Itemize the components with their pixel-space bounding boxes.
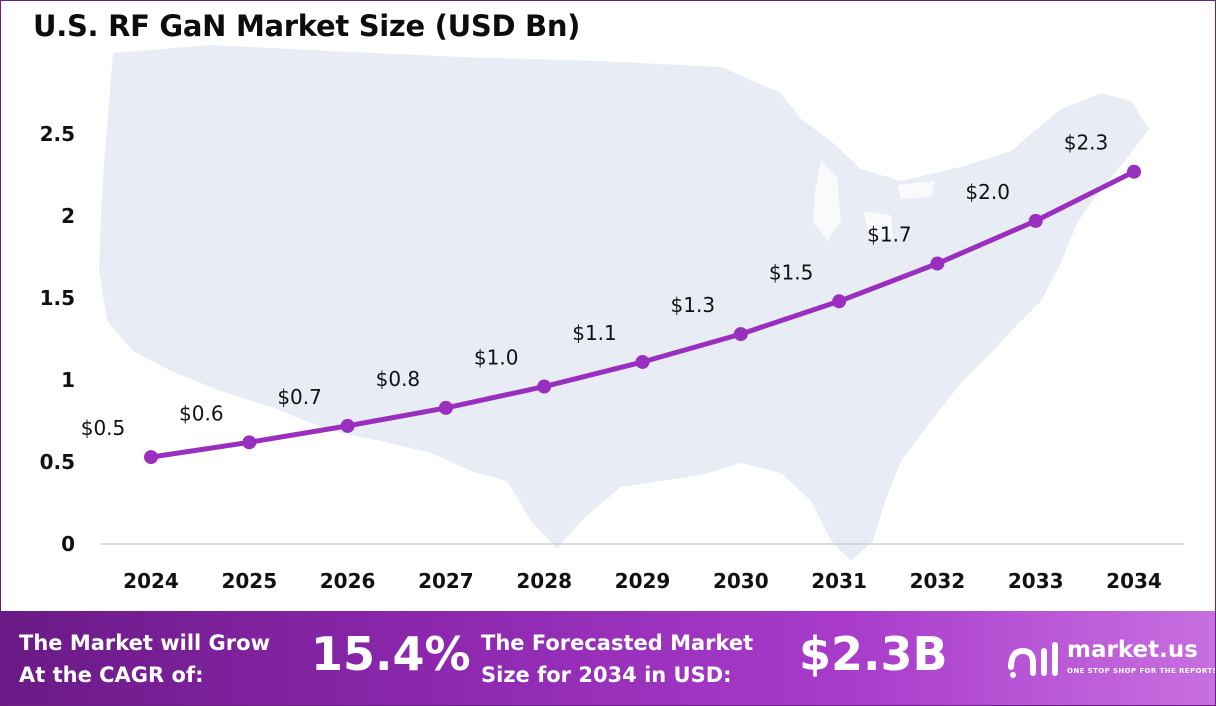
data-point xyxy=(832,294,847,309)
data-point xyxy=(340,418,355,433)
data-label: $1.0 xyxy=(474,346,519,370)
x-tick-label: 2026 xyxy=(320,569,376,593)
y-tick-label: 1.5 xyxy=(40,286,75,310)
y-tick-label: 1 xyxy=(61,368,75,392)
series-line xyxy=(148,169,1137,460)
data-label: $0.5 xyxy=(81,416,126,440)
y-tick-label: 2.5 xyxy=(40,122,75,146)
line-chart: 0 0.5 1 1.5 2 2.5 2024 2025 2026 2027 2028 2029 203… xyxy=(40,122,1184,593)
market-us-logo-icon xyxy=(1008,642,1058,678)
x-tick-label: 2034 xyxy=(1106,569,1162,593)
data-label: $2.0 xyxy=(965,180,1010,204)
cagr-value: 15.4% xyxy=(311,627,471,681)
data-label: $1.5 xyxy=(769,260,814,284)
data-label: $1.1 xyxy=(572,321,617,345)
cagr-caption-line2: At the CAGR of: xyxy=(19,663,204,687)
data-point xyxy=(635,354,650,369)
data-point xyxy=(930,256,945,271)
chart-title: U.S. RF GaN Market Size (USD Bn) xyxy=(33,9,581,43)
data-label: $2.3 xyxy=(1064,131,1109,155)
forecast-caption-line2: Size for 2034 in USD: xyxy=(481,663,732,687)
series-markers xyxy=(144,164,1141,465)
cagr-caption: The Market will Grow At the CAGR of: xyxy=(19,627,270,691)
data-point xyxy=(438,400,453,415)
data-point xyxy=(1028,213,1043,228)
data-label: $1.3 xyxy=(671,293,716,317)
usa-map-background xyxy=(99,45,1149,561)
x-tick-label: 2027 xyxy=(418,569,474,593)
y-axis-ticks: 0 0.5 1 1.5 2 2.5 xyxy=(40,122,75,556)
footer-banner: The Market will Grow At the CAGR of: 15.… xyxy=(1,611,1215,705)
x-tick-label: 2028 xyxy=(516,569,572,593)
data-label: $0.7 xyxy=(277,385,322,409)
data-point xyxy=(1127,164,1141,179)
data-point xyxy=(537,379,552,394)
forecast-caption: The Forecasted Market Size for 2034 in U… xyxy=(481,627,753,691)
data-label: $0.6 xyxy=(179,401,224,425)
y-tick-label: 0 xyxy=(61,532,75,556)
forecast-caption-line1: The Forecasted Market xyxy=(481,631,754,655)
y-tick-label: 0.5 xyxy=(40,450,75,474)
data-label: $1.7 xyxy=(867,223,912,247)
data-labels: $0.5 $0.6 $0.7 $0.8 $1.0 $1.1 $1.3 $1.5 $1.7 $2.0… xyxy=(81,131,1109,440)
data-point xyxy=(733,327,748,342)
data-point xyxy=(144,450,158,465)
forecast-value: $2.3B xyxy=(799,627,948,681)
x-tick-label: 2025 xyxy=(221,569,277,593)
logo-tagline: ONE STOP SHOP FOR THE REPORTS xyxy=(1067,667,1216,675)
logo-name: market.us xyxy=(1067,637,1198,663)
market-us-logo: market.us ONE STOP SHOP FOR THE REPORTS xyxy=(1005,633,1215,685)
data-label: $0.8 xyxy=(376,367,421,391)
x-tick-label: 2029 xyxy=(615,569,671,593)
great-lakes xyxy=(813,161,935,241)
usa-map-shape xyxy=(99,45,1149,561)
x-tick-label: 2031 xyxy=(811,569,867,593)
x-tick-label: 2032 xyxy=(910,569,966,593)
x-tick-label: 2033 xyxy=(1008,569,1064,593)
x-tick-label: 2024 xyxy=(123,569,179,593)
y-tick-label: 2 xyxy=(61,204,75,228)
x-axis-ticks: 2024 2025 2026 2027 2028 2029 2030 2031 2032 2033… xyxy=(123,569,1162,593)
cagr-caption-line1: The Market will Grow xyxy=(19,631,270,655)
data-point xyxy=(242,435,257,450)
x-tick-label: 2030 xyxy=(713,569,769,593)
